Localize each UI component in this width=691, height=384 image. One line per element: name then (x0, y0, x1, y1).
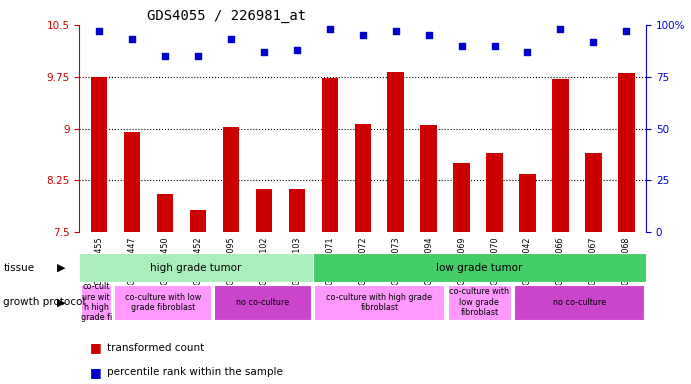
Bar (115, 285, 211, 320)
Bar (354, 124, 371, 232)
Point (126, 36, 138, 43)
Point (324, 26, 335, 32)
Text: percentile rank within the sample: percentile rank within the sample (107, 367, 283, 377)
Bar (486, 153, 503, 232)
Bar (289, 189, 305, 232)
Text: transformed count: transformed count (107, 343, 205, 353)
Bar (618, 73, 634, 232)
Bar (585, 153, 602, 232)
Text: tissue: tissue (3, 263, 35, 273)
Bar (79, 253, 313, 282)
Bar (519, 174, 536, 232)
Point (621, 28, 632, 34)
Point (225, 36, 236, 43)
Text: GDS4055 / 226981_at: GDS4055 / 226981_at (147, 8, 307, 23)
Bar (313, 253, 646, 282)
Point (489, 43, 500, 49)
Bar (514, 285, 645, 320)
Point (588, 38, 599, 45)
Point (456, 43, 467, 49)
Point (423, 32, 434, 38)
Point (258, 49, 269, 55)
Point (94, 28, 105, 34)
Bar (420, 125, 437, 232)
Bar (214, 285, 311, 320)
Bar (91, 77, 108, 232)
Bar (321, 78, 338, 232)
Bar (190, 210, 207, 232)
Text: co-culture with
low grade
fibroblast: co-culture with low grade fibroblast (449, 288, 509, 317)
Text: co-cult
ure wit
h high
grade fi: co-cult ure wit h high grade fi (81, 282, 112, 323)
Point (390, 28, 401, 34)
Bar (223, 127, 239, 232)
Text: ■: ■ (90, 341, 102, 354)
Point (160, 53, 171, 59)
Point (193, 53, 204, 59)
Text: ▶: ▶ (57, 263, 65, 273)
Point (292, 47, 303, 53)
Text: low grade tumor: low grade tumor (436, 263, 522, 273)
Bar (124, 132, 140, 232)
Text: high grade tumor: high grade tumor (151, 263, 242, 273)
Text: ■: ■ (90, 366, 102, 379)
Bar (157, 194, 173, 232)
Text: co-culture with low
grade fibroblast: co-culture with low grade fibroblast (124, 293, 201, 312)
Bar (81, 285, 111, 320)
Bar (448, 285, 511, 320)
Point (357, 32, 368, 38)
Text: ▶: ▶ (57, 297, 65, 308)
Point (555, 26, 566, 32)
Text: co-culture with high grade
fibroblast: co-culture with high grade fibroblast (326, 293, 433, 312)
Bar (552, 79, 569, 232)
Bar (256, 189, 272, 232)
Text: growth protocol: growth protocol (3, 297, 86, 308)
Text: no co-culture: no co-culture (553, 298, 606, 307)
Bar (388, 72, 404, 232)
Point (522, 49, 533, 55)
Bar (314, 285, 444, 320)
Text: no co-culture: no co-culture (236, 298, 290, 307)
Bar (453, 163, 470, 232)
